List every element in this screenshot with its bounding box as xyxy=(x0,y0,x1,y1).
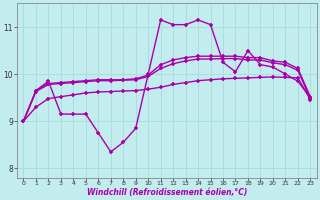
X-axis label: Windchill (Refroidissement éolien,°C): Windchill (Refroidissement éolien,°C) xyxy=(87,188,247,197)
